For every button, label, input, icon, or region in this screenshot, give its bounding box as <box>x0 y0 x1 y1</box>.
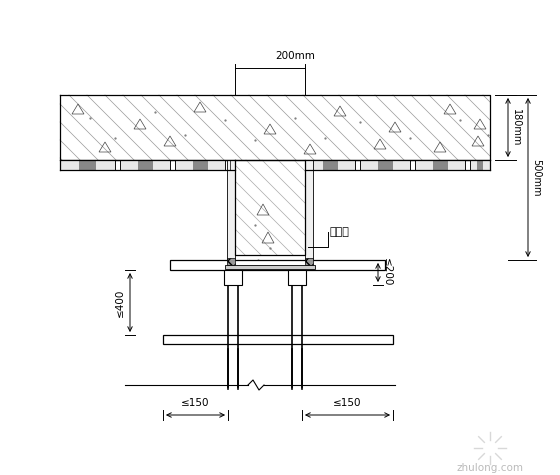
Bar <box>175 160 225 170</box>
Bar <box>230 160 235 170</box>
Bar <box>225 265 315 269</box>
Bar <box>305 160 355 170</box>
Bar <box>415 160 465 170</box>
Bar <box>60 160 115 170</box>
Bar <box>163 335 393 344</box>
Bar <box>232 160 234 170</box>
Bar <box>305 160 313 261</box>
Bar <box>360 160 410 170</box>
Text: 步步紧: 步步紧 <box>330 227 350 237</box>
Bar <box>120 160 170 170</box>
Bar <box>377 160 393 170</box>
Text: 500mm: 500mm <box>531 159 541 196</box>
Bar <box>120 160 170 170</box>
Bar <box>193 160 208 170</box>
Bar <box>60 95 490 160</box>
Bar <box>230 160 235 170</box>
Text: ≤150: ≤150 <box>181 398 210 408</box>
Text: ≤150: ≤150 <box>333 398 362 408</box>
Bar <box>235 160 305 255</box>
Bar <box>432 160 447 170</box>
Bar <box>138 160 152 170</box>
Bar <box>323 160 338 170</box>
Bar <box>470 160 490 170</box>
Bar <box>227 258 235 265</box>
Bar <box>305 160 355 170</box>
Bar <box>227 160 235 261</box>
Bar <box>305 258 313 265</box>
Bar <box>288 270 306 285</box>
Text: ≤200: ≤200 <box>382 258 392 287</box>
Bar <box>415 160 465 170</box>
Bar <box>80 160 96 170</box>
Bar <box>60 160 115 170</box>
Bar <box>477 160 483 170</box>
Bar <box>470 160 490 170</box>
Text: zhulong.com: zhulong.com <box>456 463 524 473</box>
Text: 180mm: 180mm <box>511 109 521 146</box>
Bar <box>175 160 225 170</box>
Text: ≤400: ≤400 <box>115 288 125 317</box>
Bar <box>224 270 242 285</box>
Text: 200mm: 200mm <box>275 51 315 61</box>
Bar <box>170 260 385 270</box>
Bar <box>360 160 410 170</box>
